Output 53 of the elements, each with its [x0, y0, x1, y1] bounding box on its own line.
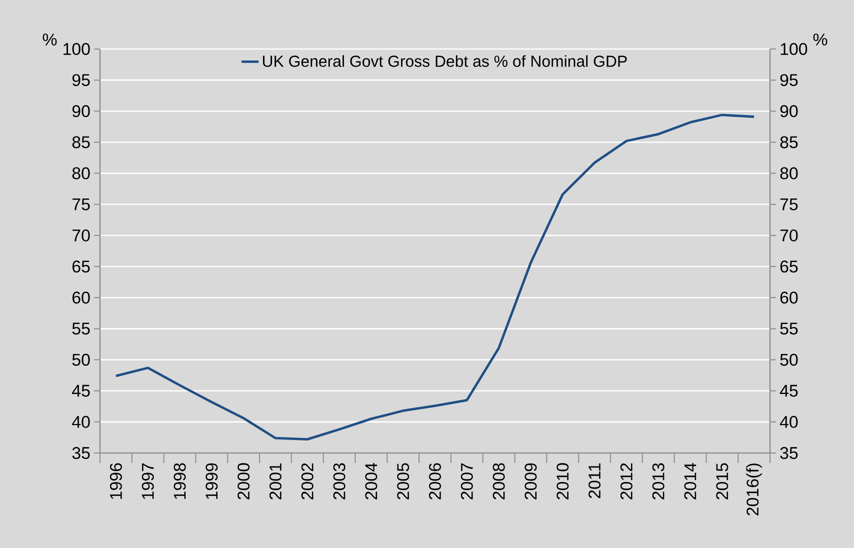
- x-tick-label: 2009: [524, 463, 537, 500]
- y-tick-label: 40: [72, 416, 90, 428]
- y2-tick-label: 35: [780, 447, 798, 459]
- y2-tick-label: 55: [780, 322, 798, 335]
- x-tick-label: 2016(f): [746, 464, 762, 516]
- y2-tick-label: 40: [780, 416, 798, 428]
- y-tick-label: 35: [72, 447, 90, 459]
- x-tick-label: 1996: [110, 463, 122, 499]
- y2-tick-label: 85: [780, 136, 798, 148]
- x-tick-label: 2013: [652, 463, 664, 500]
- y2-tick-label: 60: [780, 292, 798, 304]
- y2-tick-label: 95: [780, 74, 798, 86]
- x-tick-label: 2007: [460, 463, 473, 500]
- y2-tick-label: 90: [780, 105, 798, 118]
- y2-tick-label: 75: [780, 198, 798, 210]
- x-tick-label: 1997: [142, 463, 154, 499]
- x-tick-label: 2015: [716, 463, 728, 500]
- y2-tick-label: 45: [780, 384, 798, 397]
- x-tick-label: 2005: [397, 463, 410, 500]
- x-tick-label: 1999: [206, 463, 218, 499]
- line-series: [114, 114, 756, 441]
- x-tick-label: 2014: [684, 463, 696, 500]
- y2-tick-label: 65: [780, 260, 798, 273]
- x-tick-label: 2000: [238, 463, 250, 500]
- x-tick-label: 2002: [301, 463, 314, 500]
- y2-tick-label: 100: [780, 43, 808, 56]
- y-tick-label: 55: [72, 322, 90, 335]
- y2-axis-title: %: [813, 34, 828, 46]
- y-tick-label: 80: [72, 167, 90, 180]
- y-tick-label: 85: [72, 136, 90, 148]
- x-tick-label: 2006: [429, 463, 442, 500]
- y-tick-label: 45: [72, 384, 90, 397]
- y-axis-title: %: [42, 34, 57, 46]
- y-tick-label: 60: [72, 292, 90, 304]
- y-tick-label: 90: [72, 105, 90, 118]
- x-tick-label: 2012: [620, 463, 632, 500]
- y-tick-label: 95: [72, 74, 90, 86]
- y-tick-label: 50: [72, 354, 90, 366]
- y-tick-label: 65: [72, 260, 90, 273]
- x-tick-label: 2003: [333, 463, 346, 500]
- x-tick-label: 2008: [492, 463, 505, 500]
- x-tick-label: 1998: [174, 463, 186, 499]
- y-tick-label: 70: [72, 229, 90, 242]
- y2-tick-label: 70: [780, 229, 798, 242]
- y2-tick-label: 50: [780, 354, 798, 366]
- y-tick-label: 75: [72, 198, 90, 210]
- x-tick-label: 2010: [556, 463, 569, 500]
- y-tick-label: 100: [64, 43, 90, 56]
- x-tick-label: 2004: [365, 463, 378, 500]
- y2-tick-label: 80: [780, 167, 798, 180]
- legend-label: UK General Govt Gross Debt as % of Nominal GDP: [263, 55, 627, 67]
- x-tick-label: 2001: [269, 463, 282, 500]
- x-tick-label: 2011: [588, 463, 601, 498]
